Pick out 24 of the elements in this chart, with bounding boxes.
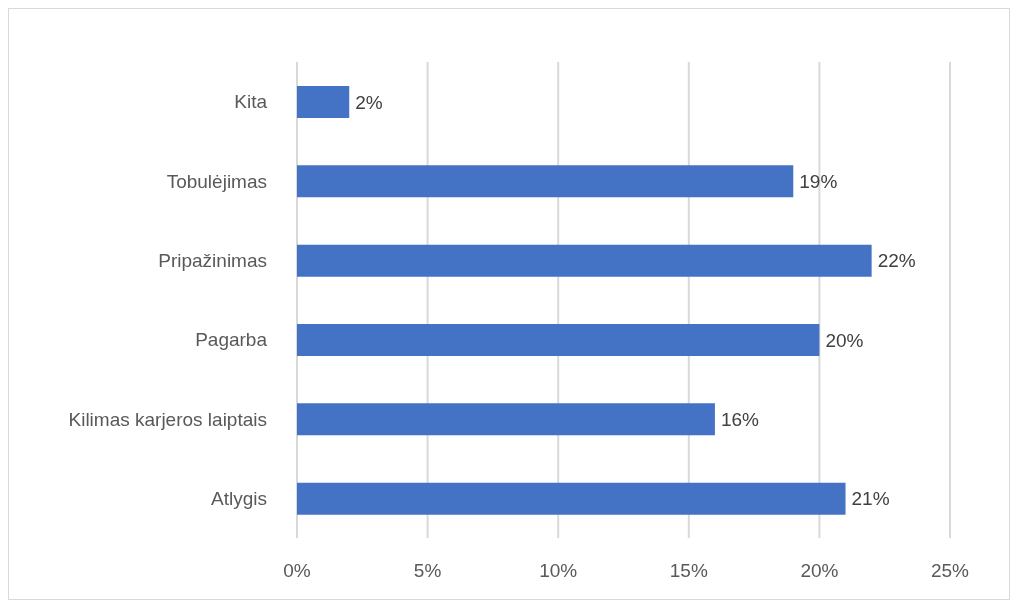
y-tick-label: Atlygis — [211, 488, 267, 510]
data-label: 16% — [720, 408, 760, 430]
data-label: 20% — [825, 329, 864, 351]
y-tick-label: Pripažinimas — [158, 250, 267, 272]
bar — [297, 86, 350, 118]
bar — [297, 244, 872, 277]
y-tick-label: Tobulėjimas — [166, 170, 267, 192]
data-label: 2% — [355, 91, 383, 113]
bar — [297, 403, 715, 436]
x-tick-label: 10% — [539, 560, 578, 582]
data-label: 19% — [799, 170, 838, 192]
bar — [297, 165, 794, 198]
y-tick-label: Kita — [234, 91, 268, 113]
x-tick-label: 5% — [413, 560, 442, 582]
bar — [297, 482, 846, 515]
data-label: 22% — [877, 250, 916, 272]
x-tick-label: 0% — [283, 560, 311, 582]
y-tick-label: Pagarba — [195, 329, 268, 351]
data-label: 21% — [851, 488, 890, 510]
x-tick-label: 15% — [669, 560, 708, 582]
y-tick-label: Kilimas karjeros laiptais — [68, 408, 267, 430]
bar — [297, 324, 820, 356]
x-tick-label: 25% — [930, 560, 970, 582]
x-tick-label: 20% — [800, 560, 839, 582]
